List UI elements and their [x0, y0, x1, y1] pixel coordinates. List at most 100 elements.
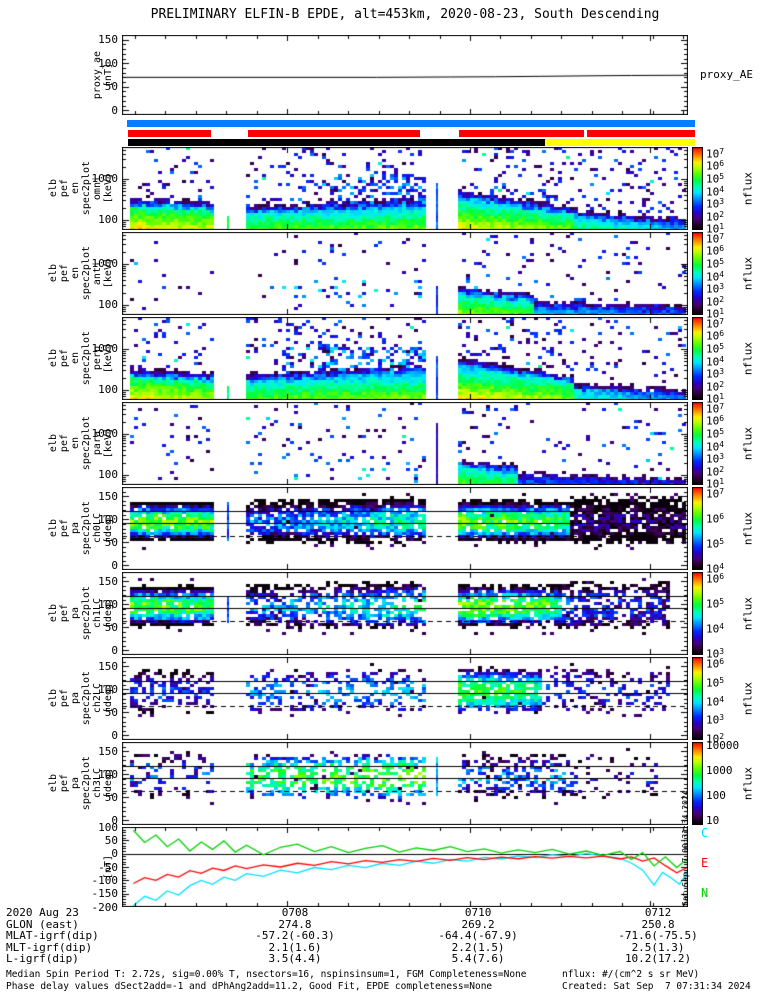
ytick-label: 100 [98, 820, 118, 834]
trace-label-c: C [701, 826, 709, 840]
ytick-label: 100 [98, 468, 118, 482]
colorbar-tick-label: 101 [706, 392, 725, 406]
colorbar-units-label: nflux [741, 681, 755, 715]
ytick-label: 50 [104, 535, 118, 549]
trace-label-e: E [701, 856, 709, 870]
ytick-label: 50 [104, 80, 118, 94]
colorbar-tick-label: 104 [706, 184, 725, 199]
ytick-label: 100 [98, 213, 118, 227]
colorbar-tick-label: 104 [706, 622, 725, 636]
ytick-label: 100 [98, 383, 118, 397]
colorbar-ch1LC [692, 572, 703, 655]
colorbar-units-label: nflux [741, 341, 755, 375]
ytick-label: 1000 [91, 427, 119, 441]
panel-label-word: spec2plot [81, 331, 92, 386]
ytick-label: 150 [98, 33, 118, 47]
bottom-axis-value: 3.5(4.4) [268, 952, 322, 966]
ytick-label: 0 [111, 103, 118, 117]
colorbar-anti [692, 232, 703, 315]
ytick-label: 1000 [91, 342, 119, 356]
ytick-label: -100 [91, 873, 119, 887]
panel-canvas-ch3LC [122, 742, 688, 825]
panel-canvas-para [122, 402, 688, 485]
colorbar-tick-label: 102 [706, 464, 725, 479]
colorbar-tick-label: 106 [706, 244, 725, 258]
colorbar-tick-label: 102 [706, 732, 725, 746]
colorbar-tick-label: 104 [706, 439, 725, 454]
ytick-label: 1000 [91, 257, 119, 271]
ytick-label: 1000 [91, 172, 119, 186]
colorbar-tick-label: 10000 [706, 738, 740, 752]
bottom-axis-value: 274.8 [278, 917, 312, 931]
colorbar-units-label: nflux [741, 511, 755, 545]
proxy-ae-right-label: proxy_AE [700, 68, 753, 81]
bottom-axis-row-label: 2020 Aug 23 [6, 906, 79, 919]
bottom-axis-row-label: L-igrf(dip) [6, 952, 79, 966]
bottom-axis-row-label: MLAT-igrf(dip) [6, 929, 99, 943]
bottom-axis-value: 250.8 [641, 917, 675, 931]
colorbar-tick-label: 102 [706, 294, 725, 309]
panel-canvas-perp [122, 317, 688, 400]
availability-bar-epd-red [587, 129, 695, 137]
colorbar-tick-label: 107 [706, 486, 725, 501]
colorbar-tick-label: 105 [706, 537, 725, 551]
ytick-label: -150 [91, 887, 119, 901]
panel-canvas-ch0LC [122, 487, 688, 570]
colorbar-tick-label: 105 [706, 341, 725, 356]
colorbar-tick-label: 106 [706, 414, 725, 428]
panel-canvas-omni [122, 147, 688, 230]
colorbar-tick-label: 105 [706, 596, 725, 611]
colorbar-tick-label: 106 [706, 329, 725, 343]
panel-label-word: spec2plot [81, 161, 92, 216]
colorbar-tick-label: 105 [706, 171, 725, 186]
colorbar-tick-label: 104 [706, 354, 725, 369]
ytick-label: 0 [111, 847, 118, 861]
bottom-axis-row-label: GLON (east) [6, 917, 79, 931]
ytick-label: -50 [98, 860, 118, 874]
ytick-label: 50 [104, 705, 118, 719]
panel-canvas-fgm [122, 827, 688, 907]
colorbar-tick-label: 107 [706, 146, 725, 161]
ytick-label: 100 [98, 512, 118, 526]
ytick-label: 150 [98, 489, 118, 503]
bottom-axis-value: 0710 [464, 906, 492, 919]
availability-bar-epd-red [458, 129, 584, 137]
bottom-axis-value: 2.1(1.6) [268, 940, 322, 954]
colorbar-units-label: nflux [741, 171, 755, 205]
colorbar-tick-label: 101 [706, 307, 725, 321]
colorbar-tick-label: 103 [706, 452, 725, 466]
bottom-axis-value: -71.6(-75.5) [618, 929, 698, 943]
colorbar-tick-label: 101 [706, 477, 725, 491]
colorbar-units-label: nflux [741, 256, 755, 290]
bottom-axis-value: 0708 [281, 906, 309, 919]
panel-canvas-anti [122, 232, 688, 315]
ytick-label: 0 [111, 728, 118, 742]
availability-bar-fgm-black [128, 139, 546, 146]
footer-created: Created: Sat Sep 7 07:31:34 2024 [562, 980, 751, 992]
bottom-axis-value: 0712 [644, 906, 672, 919]
colorbar-tick-label: 107 [706, 316, 725, 331]
footer-line-1: Median Spin Period T: 2.72s, sig=0.00% T… [6, 969, 527, 980]
bottom-axis-value: 10.2(17.2) [624, 952, 692, 966]
availability-bar-fgm-yellow [545, 139, 695, 146]
colorbar-tick-label: 102 [706, 379, 725, 394]
ytick-label: 50 [104, 620, 118, 634]
ytick-label: 50 [104, 790, 118, 804]
ytick-label: 0 [111, 643, 118, 657]
panel-canvas-ch2LC [122, 657, 688, 740]
colorbar-tick-label: 105 [706, 256, 725, 271]
panel-canvas-proxy_ae [122, 35, 688, 115]
ytick-label: 150 [98, 744, 118, 758]
colorbar-tick-label: 101 [706, 222, 725, 236]
colorbar-tick-label: 100 [706, 789, 726, 803]
colorbar-para [692, 402, 703, 485]
ytick-label: 100 [98, 597, 118, 611]
colorbar-tick-label: 107 [706, 401, 725, 416]
colorbar-ch3LC [692, 742, 703, 825]
bottom-axis-value: -64.4(-67.9) [438, 929, 518, 943]
panel-label-proxy_ae: proxy_ae [nT] [48, 35, 114, 115]
bottom-axis-value: 2.5(1.3) [631, 940, 685, 954]
colorbar-tick-label: 106 [706, 656, 725, 671]
trace-label-n: N [701, 886, 709, 900]
